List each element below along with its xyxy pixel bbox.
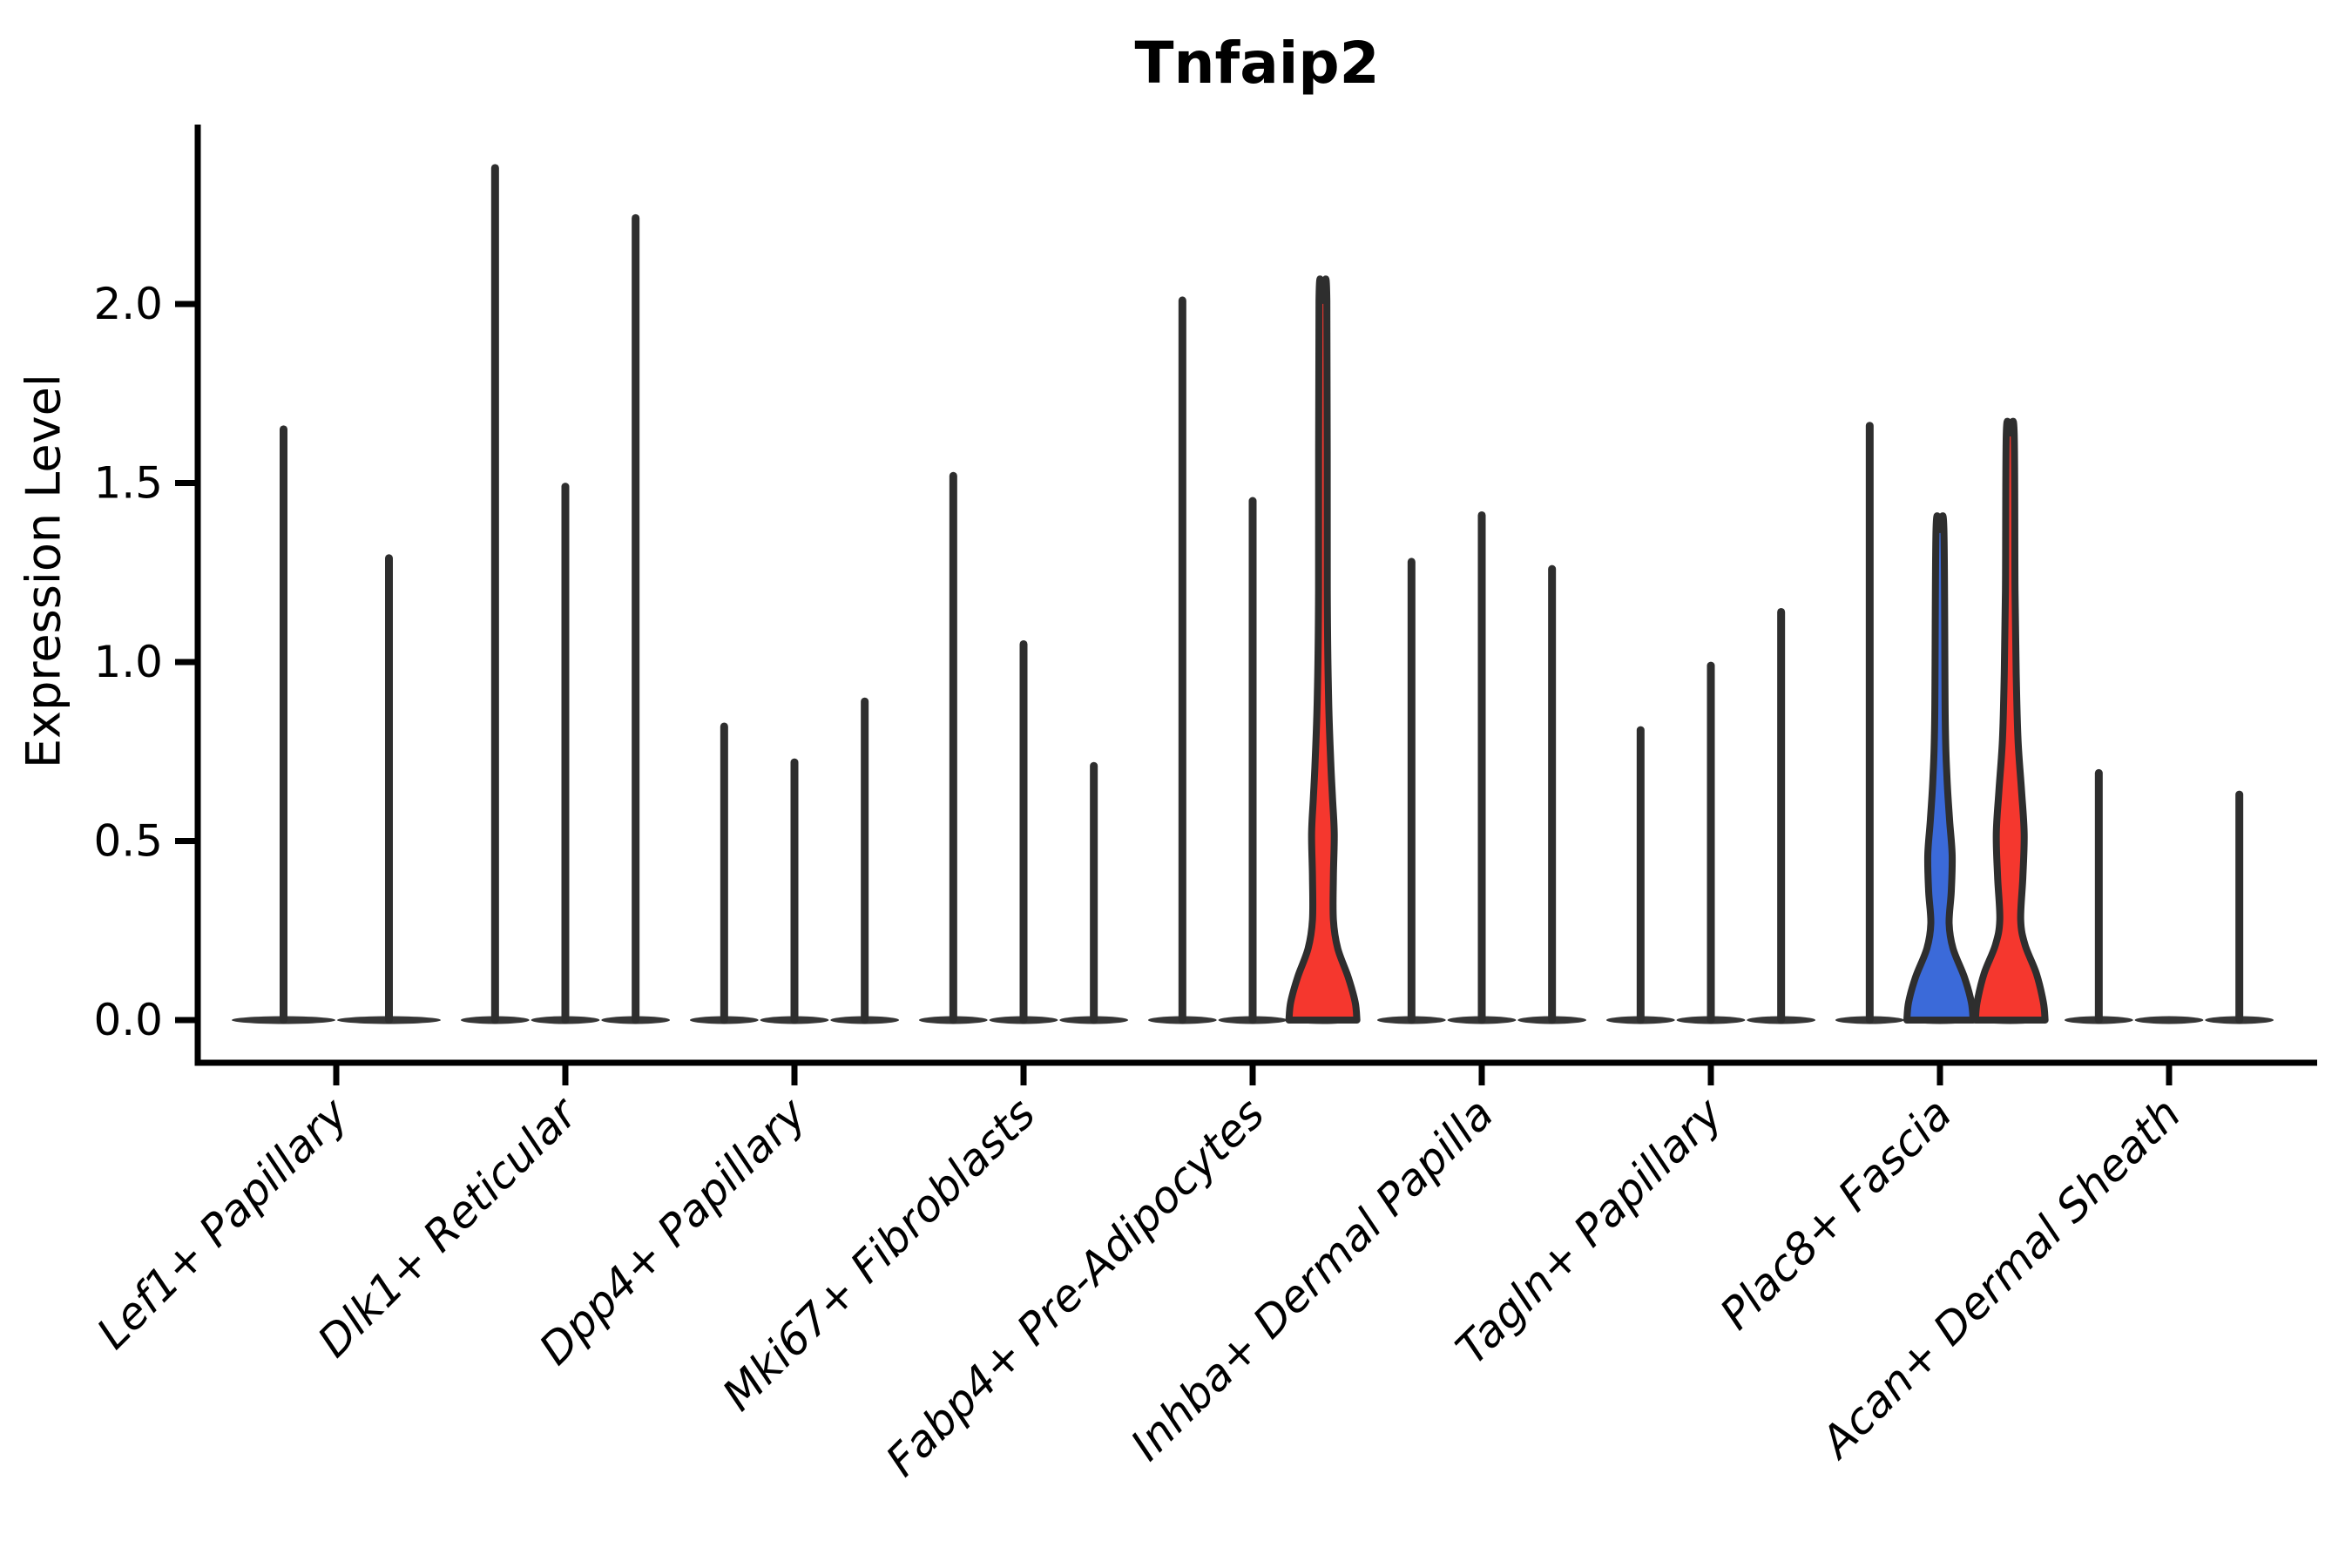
chart-title: Tnfaip2 — [1134, 30, 1380, 97]
x-category-label: Acan+ Dermal Sheath — [1810, 1088, 2191, 1469]
y-tick-label: 0.5 — [93, 816, 163, 867]
violin-body-blue — [1903, 512, 1977, 1024]
violin-base — [2134, 1016, 2204, 1024]
y-tick-label: 0.0 — [93, 995, 163, 1045]
violin-body-red — [1285, 275, 1361, 1024]
x-category-label: Lef1+ Papillary — [87, 1087, 358, 1358]
violin-body-red — [1971, 417, 2049, 1024]
x-category-label: Fabp4+ Pre-Adipocytes — [876, 1088, 1274, 1486]
y-tick-label: 1.0 — [93, 637, 163, 687]
x-category-label: Inhba+ Dermal Papilla — [1121, 1088, 1503, 1470]
y-tick-label: 2.0 — [93, 279, 163, 329]
y-tick-label: 1.5 — [93, 458, 163, 509]
x-category-label: Plac8+ Fascia — [1711, 1088, 1962, 1339]
